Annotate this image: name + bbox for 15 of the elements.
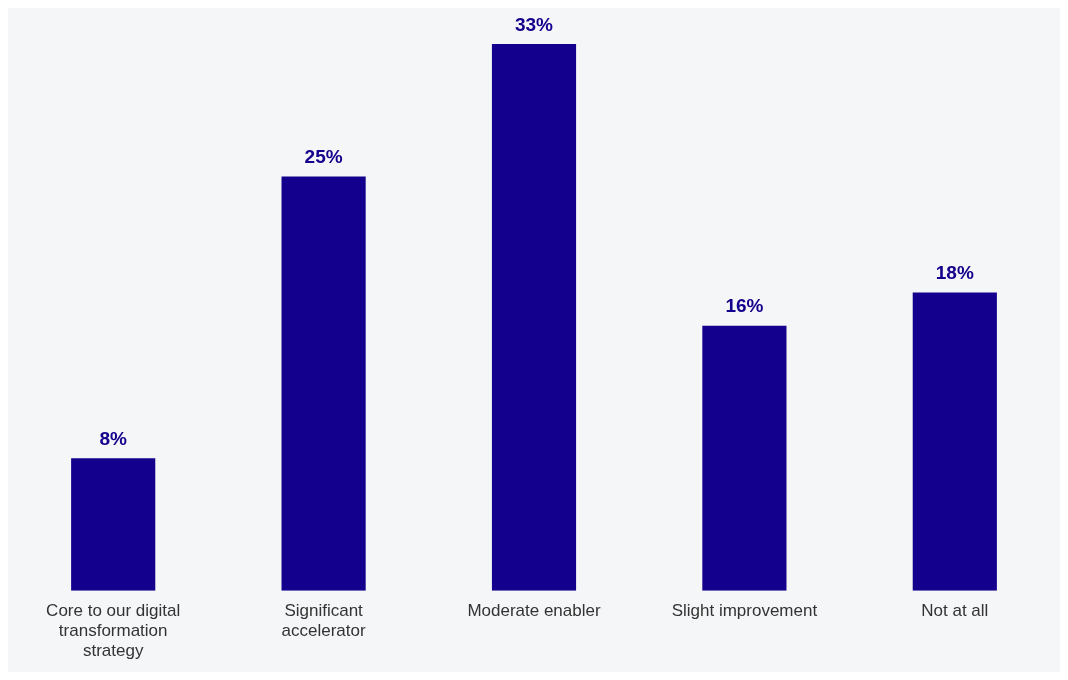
data-label: 16% (725, 295, 764, 317)
bar (912, 292, 997, 591)
x-tick-label: Significant accelerator (281, 600, 366, 641)
x-tick-label: Slight improvement (671, 600, 818, 620)
x-tick-label: Core to our digital transformation strategy (46, 600, 181, 661)
data-label: 33% (514, 13, 554, 35)
bar (702, 325, 787, 591)
bar (281, 176, 366, 591)
data-label: 18% (935, 262, 974, 284)
bar (491, 44, 577, 591)
data-label: 8% (99, 427, 128, 449)
x-tick-label: Not at all (921, 600, 989, 620)
bar (71, 458, 156, 591)
x-tick-label: Moderate enabler (467, 600, 601, 620)
data-label: 25% (304, 146, 343, 168)
